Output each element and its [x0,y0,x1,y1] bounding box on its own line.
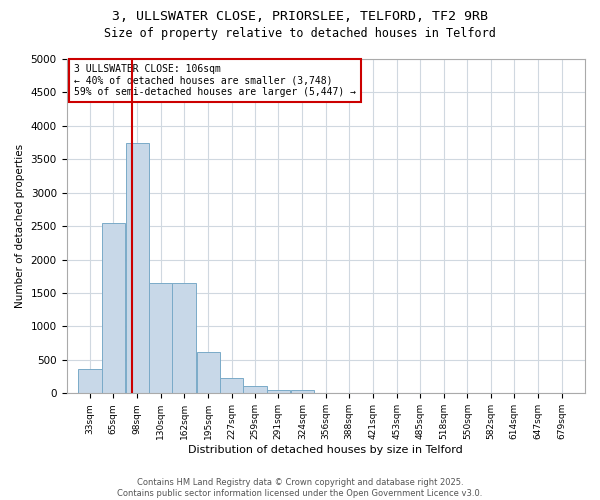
Bar [220,378,243,394]
Text: 3 ULLSWATER CLOSE: 106sqm
← 40% of detached houses are smaller (3,748)
59% of se: 3 ULLSWATER CLOSE: 106sqm ← 40% of detac… [74,64,356,97]
Text: Contains HM Land Registry data © Crown copyright and database right 2025.
Contai: Contains HM Land Registry data © Crown c… [118,478,482,498]
Text: 3, ULLSWATER CLOSE, PRIORSLEE, TELFORD, TF2 9RB: 3, ULLSWATER CLOSE, PRIORSLEE, TELFORD, … [112,10,488,23]
Bar [266,390,290,394]
Bar [291,390,314,394]
Y-axis label: Number of detached properties: Number of detached properties [15,144,25,308]
Bar [243,386,266,394]
Bar [172,283,196,394]
Text: Size of property relative to detached houses in Telford: Size of property relative to detached ho… [104,28,496,40]
X-axis label: Distribution of detached houses by size in Telford: Distribution of detached houses by size … [188,445,463,455]
Bar [149,283,172,394]
Bar [197,352,220,394]
Bar [78,368,101,394]
Bar [125,142,149,394]
Bar [101,223,125,394]
